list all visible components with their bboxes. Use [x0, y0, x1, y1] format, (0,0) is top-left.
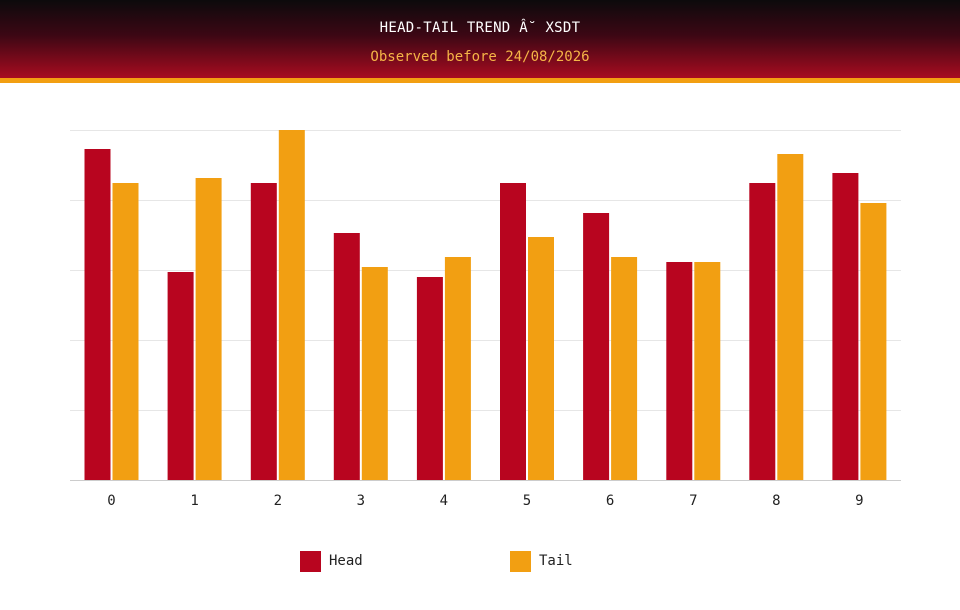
bar-head-6 [583, 213, 610, 480]
bar-head-3 [333, 233, 360, 480]
bar-head-4 [416, 277, 443, 480]
x-tick-label: 9 [855, 493, 863, 509]
x-tick-label: 8 [772, 493, 780, 509]
bar-head-9 [832, 173, 859, 480]
bar-tail-1 [195, 178, 222, 480]
legend-swatch-head [300, 550, 321, 572]
chart-subtitle: Observed before 24/08/2026 [370, 49, 590, 65]
bar-tail-5 [528, 237, 554, 480]
x-tick-label: 0 [107, 493, 115, 509]
bar-tail-0 [112, 183, 139, 480]
x-tick-labels: 0 1 2 3 4 5 6 7 8 9 [107, 493, 863, 509]
bar-head-1 [167, 272, 194, 480]
chart-header: HEAD-TAIL TREND Â˘ XSDT Observed before … [0, 0, 960, 78]
bar-head-7 [666, 262, 693, 480]
x-tick-label: 1 [190, 493, 198, 509]
bar-tail-7 [694, 262, 721, 480]
bar-tail-2 [278, 130, 305, 480]
grid-lines [70, 130, 901, 481]
legend-swatch-tail [510, 550, 531, 572]
x-tick-label: 5 [523, 493, 531, 509]
bar-head-8 [749, 183, 776, 480]
header-accent-stripe [0, 78, 960, 83]
bar-head-5 [500, 183, 526, 480]
legend-item-head: Head [300, 550, 363, 572]
bar-tail-3 [361, 267, 388, 480]
x-tick-label: 3 [357, 493, 365, 509]
legend-label-head: Head [329, 553, 363, 569]
x-tick-label: 6 [606, 493, 614, 509]
x-tick-label: 7 [689, 493, 697, 509]
bar-head-0 [84, 149, 111, 480]
legend-item-tail: Tail [510, 550, 573, 572]
bars [84, 130, 887, 480]
x-tick-label: 4 [440, 493, 448, 509]
bar-tail-4 [444, 257, 471, 480]
bar-tail-9 [860, 203, 887, 480]
bar-tail-6 [611, 257, 638, 480]
bar-head-2 [250, 183, 277, 480]
chart-title: HEAD-TAIL TREND Â˘ XSDT [379, 20, 581, 36]
bar-tail-8 [777, 154, 804, 480]
legend-label-tail: Tail [539, 553, 573, 569]
x-tick-label: 2 [274, 493, 282, 509]
